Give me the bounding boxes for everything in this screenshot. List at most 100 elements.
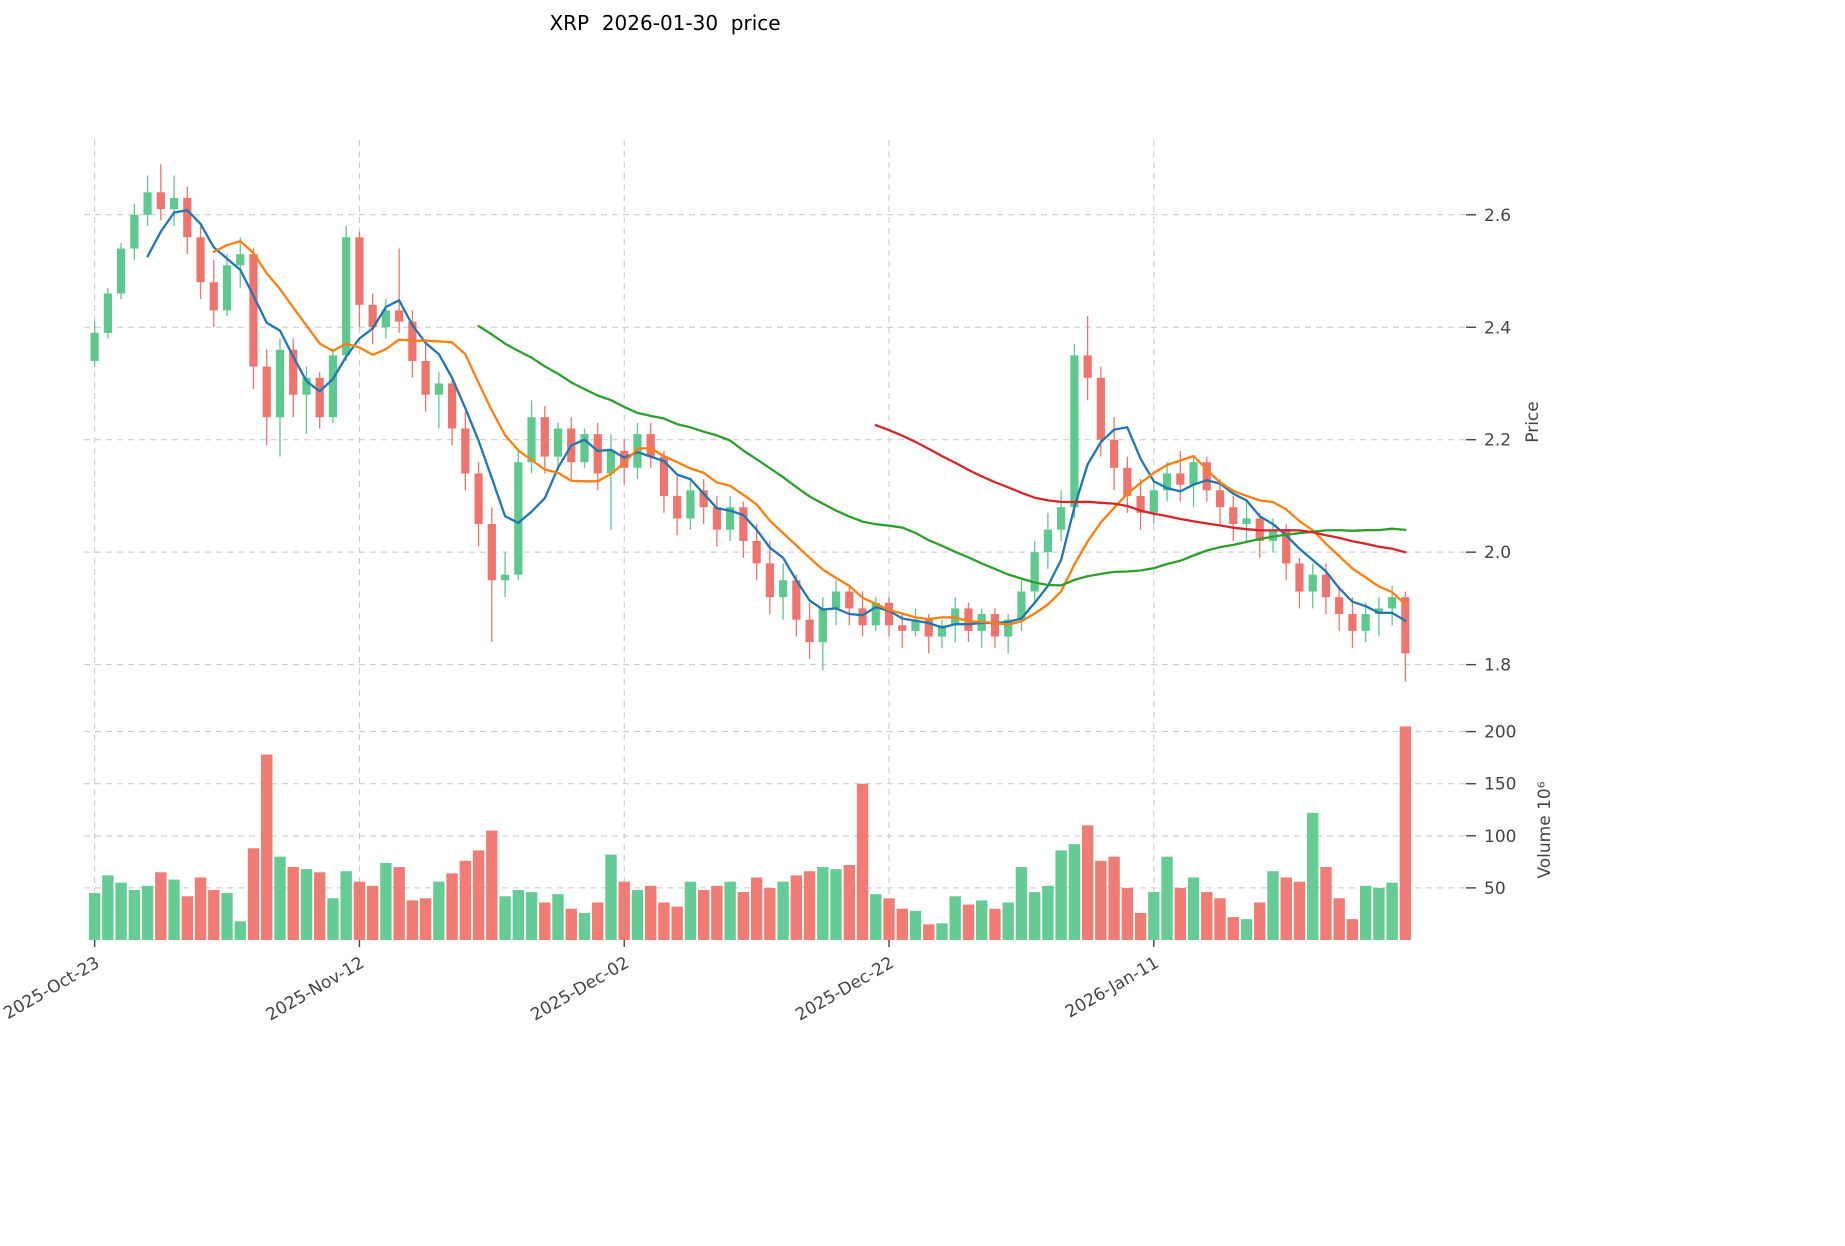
volume-bar — [711, 885, 723, 940]
candle-body-up — [606, 450, 616, 474]
price-tick-label: 2.4 — [1484, 318, 1511, 338]
volume-bar — [764, 887, 776, 940]
volume-bar — [446, 873, 458, 940]
candle-body-down — [487, 524, 496, 581]
volume-bar — [923, 924, 935, 940]
candle-body-down — [659, 456, 669, 496]
volume-tick-label: 100 — [1484, 827, 1516, 847]
candle-body-down — [712, 507, 722, 530]
candle-body-down — [1136, 495, 1145, 513]
candle-body-down — [1321, 574, 1331, 598]
candle-body-up — [818, 608, 827, 643]
candle-body-down — [646, 434, 655, 457]
volume-bar — [247, 848, 260, 940]
volume-bar — [1201, 892, 1213, 940]
candle-body-down — [1401, 597, 1410, 654]
candle-body-down — [540, 417, 549, 457]
volume-bar — [605, 854, 617, 940]
volume-bar — [525, 892, 538, 940]
volume-bar — [419, 898, 432, 940]
volume-bar — [1015, 867, 1028, 940]
candle-body-up — [434, 383, 443, 395]
ma-line-10 — [212, 240, 1407, 626]
volume-bar — [1267, 871, 1279, 940]
candle-body-down — [1109, 439, 1119, 468]
candle-body-down — [858, 608, 867, 626]
candle-body-up — [328, 355, 338, 418]
volume-bar — [1320, 867, 1332, 940]
candle-body-down — [1176, 473, 1185, 485]
candle-body-down — [699, 490, 708, 508]
candle-body-up — [553, 428, 563, 457]
volume-bar — [380, 862, 392, 940]
candle-body-up — [1162, 473, 1172, 491]
volume-bar — [261, 754, 273, 940]
candles-layer — [90, 164, 1410, 682]
candle-body-up — [580, 434, 589, 463]
volume-bar — [499, 896, 511, 940]
candle-body-up — [937, 625, 947, 637]
volume-bar — [1055, 850, 1067, 940]
ma-line-60 — [874, 424, 1407, 554]
volume-bar — [976, 900, 988, 940]
volume-bar — [1002, 902, 1014, 940]
volume-bar — [486, 830, 498, 940]
volume-bar — [353, 881, 366, 940]
volume-bar — [830, 869, 842, 940]
volume-bar — [936, 923, 948, 940]
volume-bar — [1346, 919, 1359, 940]
volume-bar — [631, 889, 644, 940]
volume-bar — [88, 893, 101, 940]
candle-body-up — [103, 293, 112, 333]
candle-body-down — [765, 563, 774, 598]
volume-bar — [817, 867, 829, 940]
volume-bar — [141, 885, 154, 940]
volume-bar — [459, 860, 472, 940]
candle-body-up — [90, 332, 99, 361]
candle-body-up — [116, 248, 126, 294]
candle-body-up — [302, 377, 311, 395]
candle-body-up — [1043, 529, 1053, 553]
candle-body-up — [342, 237, 351, 356]
candle-body-up — [1374, 608, 1384, 615]
volume-bar — [1161, 856, 1173, 940]
candle-body-up — [1189, 462, 1198, 485]
candle-body-up — [1242, 518, 1251, 525]
candle-body-down — [1123, 467, 1132, 496]
volume-bar — [1359, 885, 1372, 940]
volume-bar — [909, 910, 922, 940]
candle-body-down — [593, 434, 602, 474]
volume-bar — [1068, 844, 1081, 940]
volume-bar — [684, 881, 697, 940]
candle-body-down — [262, 366, 271, 418]
candle-body-down — [289, 349, 298, 395]
candle-body-up — [686, 490, 695, 519]
volume-bar — [697, 889, 710, 940]
volume-bar — [896, 908, 908, 940]
volume-bar — [194, 877, 207, 940]
candle-body-up — [1070, 355, 1079, 508]
price-axis-label: Price — [1523, 401, 1543, 442]
volume-bar — [790, 875, 803, 940]
candle-body-up — [911, 619, 920, 631]
volume-bar — [1240, 919, 1253, 940]
volume-bar — [883, 898, 895, 940]
candle-body-down — [368, 304, 377, 328]
volume-bar — [1081, 825, 1094, 940]
candle-body-up — [1388, 597, 1397, 609]
volume-bar — [406, 900, 419, 940]
volume-tick-label: 200 — [1484, 723, 1516, 743]
volume-bar — [1042, 885, 1054, 940]
volume-bar — [803, 871, 816, 940]
candle-body-down — [196, 237, 205, 283]
candle-body-up — [726, 507, 735, 530]
candle-body-up — [275, 349, 285, 418]
volume-bar — [592, 902, 604, 940]
volume-bar — [671, 906, 683, 940]
date-tick-label: 2025-Dec-22 — [792, 953, 897, 1025]
ma-line-30 — [477, 324, 1407, 587]
candle-body-down — [805, 619, 814, 643]
candle-body-down — [898, 625, 907, 631]
volume-bar — [393, 867, 405, 940]
candle-body-down — [1348, 614, 1357, 631]
